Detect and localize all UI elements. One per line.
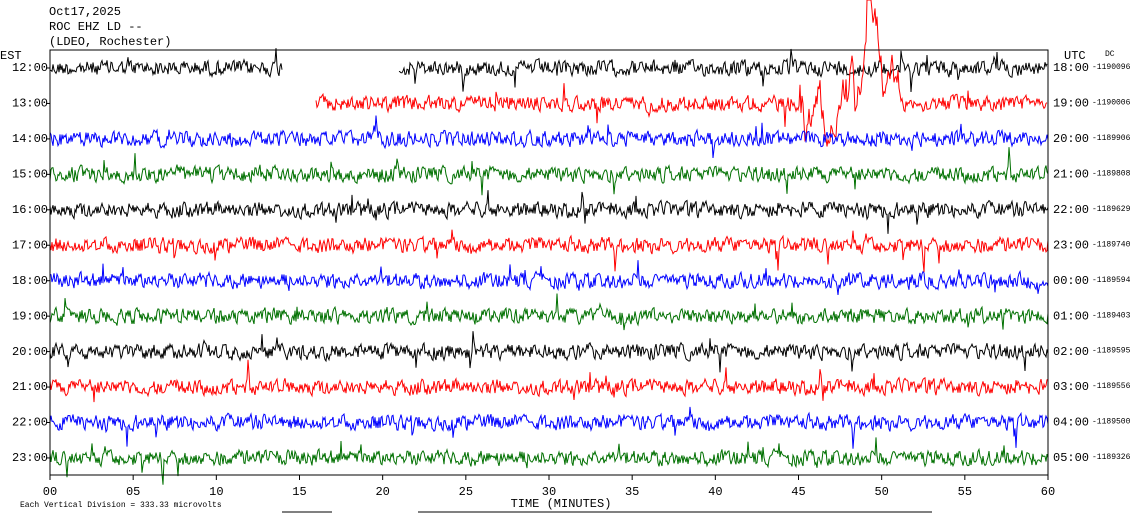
row-label-right: 03:00 [1053,380,1089,394]
x-tick-label: 55 [958,485,972,499]
trace [49,406,1049,449]
trace [49,331,1049,373]
trace [49,293,1049,331]
row-offset: -1190096 [1092,63,1130,72]
x-tick-label: 60 [1041,485,1055,499]
row-label-left: 20:00 [12,345,48,359]
x-tick-label: 05 [126,485,140,499]
row-label-right: 00:00 [1053,274,1089,288]
row-offset: -1190006 [1092,99,1130,108]
scale-note: Each Vertical Division = 333.33 microvol… [20,501,222,510]
x-tick-label: 45 [791,485,805,499]
row-label-right: 23:00 [1053,238,1089,252]
row-offset: -1189740 [1092,240,1130,249]
x-tick-label: 40 [708,485,722,499]
row-label-left: 16:00 [12,203,48,217]
trace [315,0,1048,147]
title-line: ROC EHZ LD -- [49,20,143,34]
title-line: Oct17,2025 [49,5,121,19]
row-label-right: 22:00 [1053,203,1089,217]
row-offset: -1189906 [1092,134,1130,143]
trace [49,115,1049,159]
offset-label: DC [1105,50,1115,59]
row-label-right: 05:00 [1053,451,1089,465]
trace [49,229,1049,273]
trace [398,48,1048,93]
row-label-left: 23:00 [12,451,48,465]
right-axis-label: UTC [1064,49,1086,63]
row-offset: -1189594 [1092,276,1130,285]
row-offset: -1189556 [1092,382,1130,391]
title-line: (LDEO, Rochester) [49,35,171,49]
row-label-left: 18:00 [12,274,48,288]
x-tick-label: 35 [625,485,639,499]
x-axis-label: TIME (MINUTES) [511,497,612,511]
x-tick-label: 50 [874,485,888,499]
row-label-right: 02:00 [1053,345,1089,359]
row-label-left: 22:00 [12,416,48,430]
trace [49,48,283,78]
left-axis-label: EST [0,49,22,63]
row-offset: -1189808 [1092,169,1130,178]
trace [49,260,1049,295]
row-label-right: 21:00 [1053,168,1089,182]
x-tick-label: 25 [459,485,473,499]
x-tick-label: 00 [43,485,57,499]
row-label-right: 19:00 [1053,97,1089,111]
row-offset: -1189403 [1092,311,1130,320]
row-label-right: 20:00 [1053,132,1089,146]
trace [49,147,1049,196]
row-offset: -1189500 [1092,418,1130,427]
row-label-left: 12:00 [12,61,48,75]
row-label-right: 01:00 [1053,309,1089,323]
row-offset: -1189595 [1092,347,1130,356]
row-label-right: 18:00 [1053,61,1089,75]
row-label-right: 04:00 [1053,416,1089,430]
x-tick-label: 10 [209,485,223,499]
trace [49,437,1049,485]
trace [49,190,1049,234]
row-label-left: 17:00 [12,238,48,252]
x-tick-label: 15 [292,485,306,499]
row-offset: -1189629 [1092,205,1130,214]
x-tick-label: 30 [542,485,556,499]
traces [49,0,1049,485]
row-label-left: 14:00 [12,132,48,146]
row-label-left: 19:00 [12,309,48,323]
row-label-left: 21:00 [12,380,48,394]
trace [49,359,1049,403]
plot-frame [49,49,1049,476]
row-offset: -1189326 [1092,453,1130,462]
row-label-left: 15:00 [12,168,48,182]
x-tick-label: 20 [375,485,389,499]
row-label-left: 13:00 [12,97,48,111]
